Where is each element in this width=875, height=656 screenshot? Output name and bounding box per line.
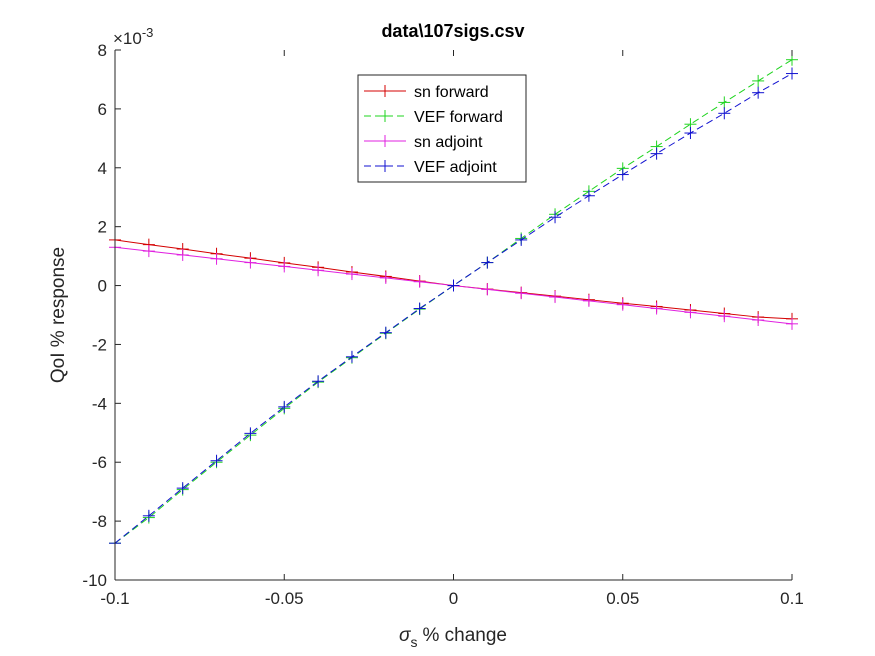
data-point-vef-adjoint (752, 86, 765, 99)
y-exponent-value: -3 (142, 25, 154, 40)
series-layer (109, 53, 798, 550)
data-point-sn-adjoint (650, 302, 663, 315)
y-tick-label: -10 (82, 571, 107, 590)
y-tick-label: 4 (98, 159, 107, 178)
x-tick-label: 0.05 (606, 589, 639, 608)
data-point-vef-adjoint (616, 168, 629, 181)
x-tick-label: 0 (449, 589, 458, 608)
legend-item-sn-forward: sn forward (364, 84, 489, 101)
y-axis-label: QoI % response (48, 247, 69, 383)
data-point-sn-adjoint (616, 298, 629, 311)
series-line-vef-forward (114, 59, 793, 544)
legend: sn forward VEF forward sn adjoint VEF adjoi… (357, 74, 527, 183)
chart-title: data\107sigs.csv (381, 21, 524, 41)
x-tick-label: -0.1 (100, 589, 129, 608)
data-point-sn-adjoint (244, 256, 257, 269)
legend-item-vef-forward: VEF forward (364, 109, 503, 126)
y-ticks: -10 -8 -6 -4 -2 0 2 4 6 8 (82, 41, 121, 590)
x-tick-label: -0.05 (265, 589, 304, 608)
y-tick-label: -2 (92, 335, 107, 354)
data-point-vef-adjoint (481, 256, 494, 269)
data-point-sn-adjoint (210, 252, 223, 265)
legend-label: sn forward (414, 84, 489, 101)
data-point-vef-adjoint (312, 375, 325, 388)
y-tick-label: 2 (98, 218, 107, 237)
data-point-vef-adjoint (210, 454, 223, 467)
legend-items: sn forward VEF forward sn adjoint VEF adjoi… (364, 84, 503, 176)
data-point-vef-forward (752, 74, 765, 87)
series-vef-adjoint (109, 67, 798, 550)
legend-item-sn-adjoint: sn adjoint (364, 134, 483, 151)
x-axis-label-symbol: σ (399, 625, 412, 646)
y-tick-label: -6 (92, 453, 107, 472)
data-point-sn-adjoint (481, 283, 494, 296)
data-point-sn-adjoint (176, 248, 189, 261)
y-exponent-label: ×10-3 (113, 25, 153, 48)
data-point-vef-adjoint (413, 302, 426, 315)
data-point-vef-forward (718, 96, 731, 109)
legend-label: sn adjoint (414, 134, 483, 151)
data-point-vef-adjoint (718, 107, 731, 120)
x-tick-label: 0.1 (780, 589, 804, 608)
data-point-vef-adjoint (244, 427, 257, 440)
legend-label: VEF forward (414, 109, 503, 126)
x-axis-label-subscript: s (410, 634, 417, 650)
data-point-sn-adjoint (582, 294, 595, 307)
data-point-vef-adjoint (549, 211, 562, 224)
data-point-vef-adjoint (447, 279, 460, 292)
data-point-sn-adjoint (379, 271, 392, 284)
data-point-vef-adjoint (786, 67, 798, 80)
data-point-vef-adjoint (684, 127, 697, 140)
y-tick-label: -8 (92, 512, 107, 531)
x-axis-label: σs % change (399, 625, 507, 650)
data-point-sn-adjoint (278, 260, 291, 273)
data-point-sn-adjoint (142, 245, 155, 258)
data-point-sn-adjoint (413, 275, 426, 288)
y-tick-label: 6 (98, 100, 107, 119)
data-point-vef-adjoint (142, 509, 155, 522)
legend-item-vef-adjoint: VEF adjoint (364, 159, 497, 176)
data-point-sn-adjoint (549, 291, 562, 304)
data-point-vef-adjoint (345, 350, 358, 363)
data-point-vef-adjoint (379, 326, 392, 339)
data-point-vef-adjoint (650, 147, 663, 160)
data-point-sn-adjoint (786, 317, 798, 330)
data-point-sn-adjoint (684, 306, 697, 319)
data-point-sn-adjoint (345, 268, 358, 281)
data-point-sn-adjoint (312, 264, 325, 277)
data-point-vef-adjoint (176, 482, 189, 495)
data-point-sn-adjoint (718, 310, 731, 323)
legend-label: VEF adjoint (414, 159, 497, 176)
y-tick-label: 8 (98, 41, 107, 60)
y-tick-label: 0 (98, 277, 107, 296)
data-point-vef-adjoint (515, 233, 528, 246)
legend-box (357, 74, 527, 183)
data-point-sn-adjoint (515, 287, 528, 300)
data-point-sn-adjoint (752, 314, 765, 327)
series-line-vef-adjoint (114, 73, 793, 544)
data-point-vef-adjoint (278, 400, 291, 413)
y-tick-label: -4 (92, 394, 107, 413)
x-ticks: -0.1 -0.05 0 0.05 0.1 (100, 50, 804, 608)
x-axis-label-text: % change (422, 625, 507, 646)
data-point-vef-adjoint (582, 189, 595, 202)
